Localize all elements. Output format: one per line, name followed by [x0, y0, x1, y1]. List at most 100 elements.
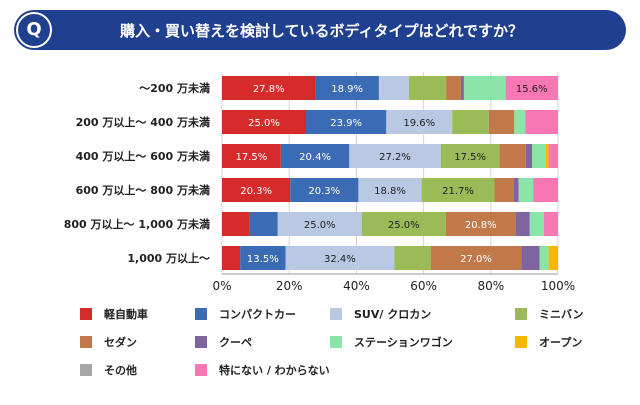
legend-item: その他 [80, 362, 137, 378]
legend-label: その他 [104, 364, 137, 377]
bar-segment [532, 144, 546, 168]
legend-label: ステーションワゴン [354, 336, 453, 349]
data-label: 20.8% [465, 220, 497, 231]
legend-item: コンパクトカー [195, 306, 296, 322]
bar-segment [515, 212, 530, 236]
bar-segment [408, 76, 447, 100]
x-tick-label: 40% [343, 279, 370, 293]
bar-segment [525, 144, 533, 168]
bar-segment [548, 246, 558, 270]
data-label: 20.4% [299, 152, 331, 163]
bar-segment [222, 212, 250, 236]
chart-legend: 軽自動車 コンパクトカー SUV/ クロカン ミニバンセダン クーペ ステーションワゴン オ… [0, 300, 640, 400]
bar-segment [514, 110, 526, 134]
bar-segment [315, 76, 379, 100]
bar-segment [440, 144, 500, 168]
data-label: 25.0% [248, 118, 280, 129]
bar-segment [358, 178, 422, 202]
bar-segment [521, 246, 540, 270]
bar-segment [533, 178, 558, 202]
bar-segment [394, 246, 431, 270]
bar-segment [518, 178, 534, 202]
bar-segment [548, 144, 558, 168]
x-tick-label: 80% [477, 279, 504, 293]
data-label: 15.6% [516, 84, 548, 95]
data-label: 25.0% [388, 220, 420, 231]
legend-item: ミニバン [515, 306, 584, 322]
legend-label: 軽自動車 [104, 308, 148, 321]
legend-item: 軽自動車 [80, 306, 148, 322]
category-label: 400 万以上〜 600 万未満 [76, 149, 210, 163]
legend-item: クーペ [195, 334, 252, 350]
stacked-bar-chart: 〜200 万未満 27.8% 18.9% 15.6% 200 万以上〜 400 万未満 2… [64, 72, 575, 293]
legend-label: セダン [104, 336, 137, 349]
legend-swatch [515, 308, 527, 320]
bar-segment [539, 246, 549, 270]
data-label: 13.5% [247, 254, 279, 265]
bar-segment [499, 144, 526, 168]
legend-swatch [195, 364, 207, 376]
bar-segment [240, 246, 286, 270]
data-label: 27.0% [460, 254, 492, 265]
bar-segment [525, 110, 558, 134]
legend-label: 特にない / わからない [219, 364, 330, 377]
legend-swatch [80, 308, 92, 320]
bar-segment [306, 110, 387, 134]
bar-segment [378, 76, 409, 100]
bar-segment [494, 178, 514, 202]
legend-label: クーペ [219, 336, 252, 349]
data-label: 21.7% [442, 186, 474, 197]
legend-item: セダン [80, 334, 137, 350]
bar-segment [460, 76, 464, 100]
bar-segment [386, 110, 453, 134]
legend-item: ステーションワゴン [330, 334, 453, 350]
data-label: 19.6% [403, 118, 435, 129]
bar-segment [249, 212, 278, 236]
x-tick-label: 100% [541, 279, 575, 293]
data-label: 17.5% [236, 152, 268, 163]
bar-segment [446, 76, 461, 100]
legend-label: オープン [539, 336, 583, 349]
bar-segment [488, 110, 515, 134]
bar-segment [543, 212, 558, 236]
bar-segment [361, 212, 446, 236]
bar-segment [445, 212, 516, 236]
bar-segment [290, 178, 359, 202]
category-label: 〜200 万未満 [139, 81, 210, 95]
bar-segment [463, 76, 506, 100]
bar-segment [513, 178, 519, 202]
x-tick-label: 0% [212, 279, 231, 293]
q-badge: Q [16, 12, 52, 48]
bar-segment [280, 144, 350, 168]
legend-swatch [195, 308, 207, 320]
bar-segment [505, 76, 558, 100]
category-label: 800 万以上〜 1,000 万未満 [64, 217, 210, 231]
legend-swatch [80, 364, 92, 376]
bar-segment [277, 212, 362, 236]
bar-segment [529, 212, 544, 236]
data-label: 17.5% [454, 152, 486, 163]
legend-swatch [80, 336, 92, 348]
category-label: 1,000 万以上〜 [127, 251, 210, 265]
legend-item: オープン [515, 334, 582, 350]
category-label: 200 万以上〜 400 万未満 [76, 115, 210, 129]
bar-segment [222, 246, 241, 270]
data-label: 23.9% [330, 118, 362, 129]
legend-swatch [330, 336, 342, 348]
bar-segment [421, 178, 495, 202]
question-text: 購入・買い替えを検討しているボディタイプはどれですか？ [120, 22, 524, 40]
category-label: 600 万以上〜 800 万未満 [76, 183, 210, 197]
bar-segment [430, 246, 522, 270]
legend-label: SUV/ クロカン [354, 308, 432, 321]
question-banner [14, 10, 626, 50]
legend-item: 特にない / わからない [195, 362, 330, 378]
bar-segment [222, 110, 306, 134]
bar-segment [222, 76, 316, 100]
bar-segment [285, 246, 395, 270]
bar-segment [349, 144, 441, 168]
data-label: 18.8% [374, 186, 406, 197]
data-label: 18.9% [331, 84, 363, 95]
data-label: 20.3% [308, 186, 340, 197]
data-label: 32.4% [324, 254, 356, 265]
data-label: 27.8% [253, 84, 285, 95]
